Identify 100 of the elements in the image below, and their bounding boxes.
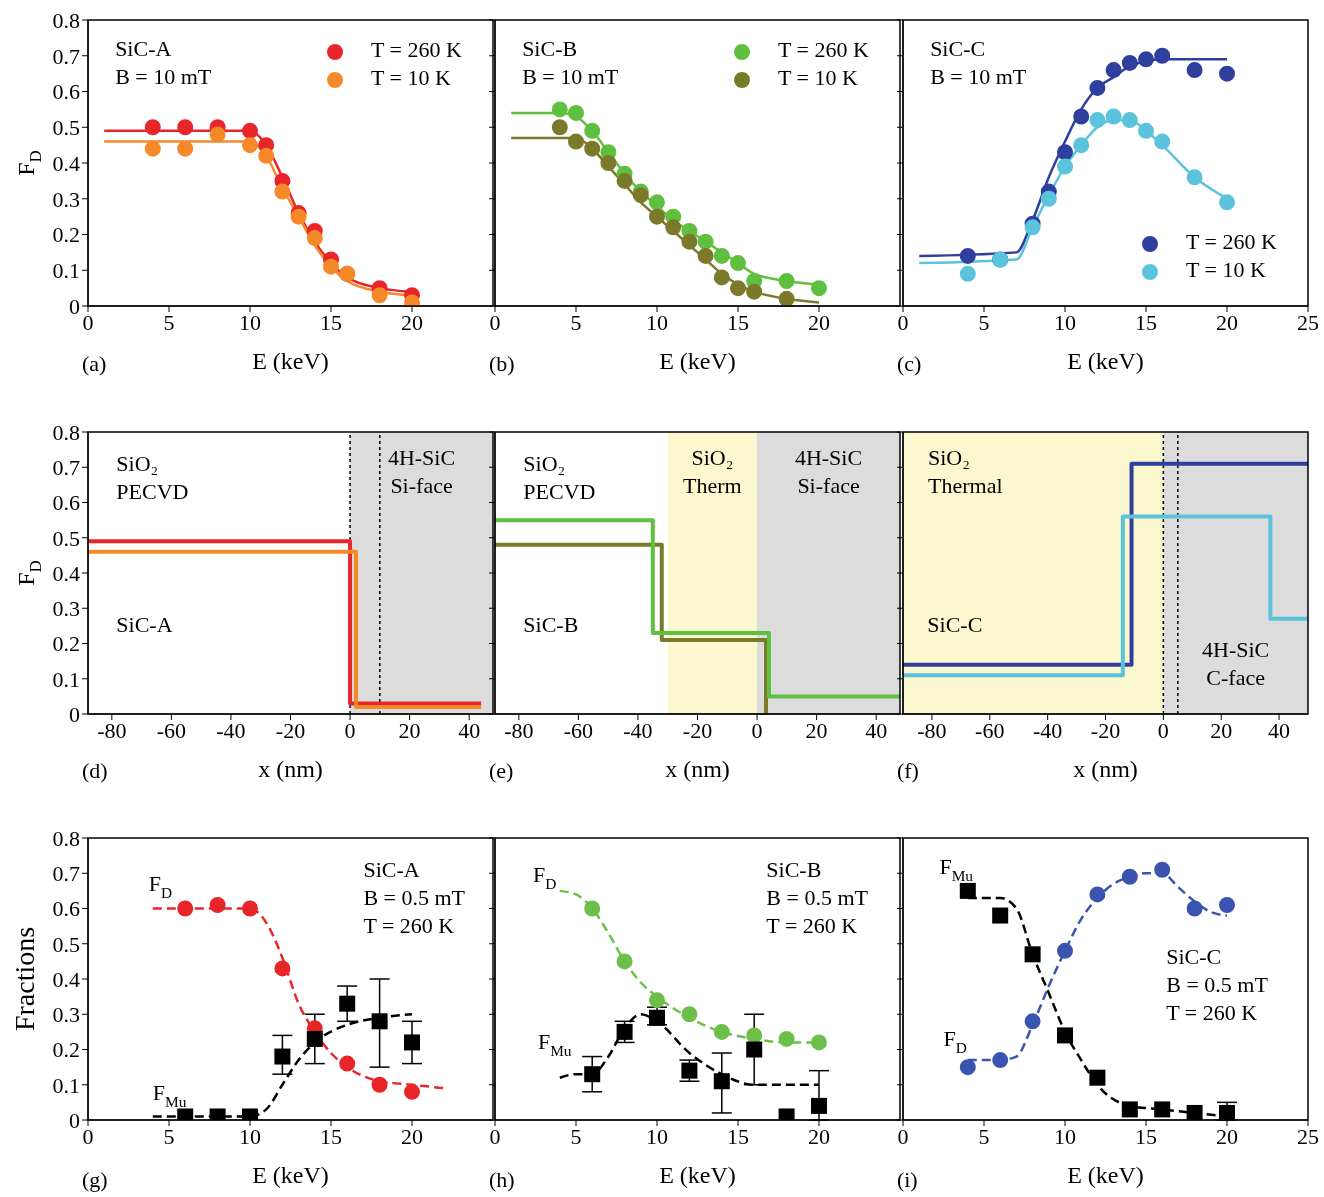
point	[730, 255, 746, 272]
annotation: SiC-B B = 0.5 mT T = 260 K	[766, 856, 869, 938]
x-tick-label: -80	[97, 717, 127, 743]
x-tick-label: 0	[489, 309, 501, 335]
y-tick-label: 0.4	[52, 560, 80, 586]
y-tick-label: 0.7	[52, 455, 80, 481]
x-tick-label: 0	[344, 717, 356, 743]
point	[1089, 886, 1106, 903]
point	[404, 1083, 420, 1100]
point	[274, 960, 291, 977]
point	[1154, 861, 1171, 878]
point	[258, 147, 275, 164]
point	[1219, 194, 1235, 211]
x-tick-label: 15	[727, 309, 749, 335]
point	[713, 1023, 730, 1040]
y-tick-label: 0.5	[52, 115, 80, 141]
y-tick-label: 0.6	[52, 490, 80, 516]
x-tick-label: 15	[727, 1123, 749, 1149]
point	[959, 265, 976, 282]
point	[959, 247, 976, 264]
x-tick-label: -80	[917, 717, 947, 743]
point	[404, 1034, 420, 1051]
point	[144, 119, 161, 136]
point	[1024, 219, 1041, 236]
series-label: F$_{D}$	[148, 870, 173, 901]
y-tick-label: 0.2	[52, 222, 80, 248]
point	[177, 119, 194, 136]
annotation: SiC-A B = 0.5 mT T = 260 K	[363, 856, 466, 938]
annotation: SiO₂ PECVD	[116, 450, 189, 504]
x-tick-label: 15	[320, 1123, 342, 1149]
y-tick-label: 0.1	[52, 666, 80, 692]
point	[242, 900, 258, 917]
x-tick-label: 15	[1135, 1123, 1157, 1149]
legend-label: T = 10 K	[778, 65, 858, 91]
point	[177, 140, 194, 157]
point	[177, 900, 194, 917]
point	[649, 194, 665, 211]
series-label: F$_{D}$	[943, 1026, 967, 1057]
y-tick-label: 0.5	[52, 931, 80, 957]
point	[778, 272, 795, 289]
x-tick-label: 15	[320, 309, 342, 335]
point	[584, 1066, 601, 1083]
y-tick-label: 0.4	[52, 966, 80, 992]
point	[992, 907, 1009, 924]
series-label: F$_{Mu}$	[939, 854, 974, 885]
band-label: 4H-SiC Si-face	[387, 445, 456, 499]
x-tick-label: 25	[1297, 309, 1319, 335]
legend-label: T = 10 K	[371, 65, 451, 91]
point	[371, 1076, 388, 1093]
point	[697, 233, 714, 250]
line-series	[151, 1013, 414, 1118]
x-axis-title: E (keV)	[1067, 1161, 1144, 1188]
point	[323, 258, 339, 275]
x-tick-label: -60	[975, 717, 1005, 743]
x-tick-label: 0	[489, 1123, 501, 1149]
point	[713, 269, 730, 286]
point	[1121, 112, 1138, 129]
legend-label: T = 260 K	[1186, 229, 1277, 255]
y-tick-label: 0.2	[52, 1037, 80, 1063]
point	[778, 290, 795, 306]
x-tick-label: 0	[1157, 717, 1169, 743]
x-tick-label: 10	[239, 1123, 261, 1149]
annotation: SiC-B	[523, 611, 579, 637]
annotation: SiC-C B = 0.5 mT T = 260 K	[1166, 944, 1269, 1026]
legend-label: T = 260 K	[778, 37, 869, 63]
x-tick-label: 20	[1216, 1123, 1238, 1149]
point	[1154, 1101, 1171, 1118]
point	[209, 896, 226, 913]
point	[1138, 51, 1154, 68]
point	[1089, 1069, 1106, 1086]
point	[144, 140, 161, 157]
y-tick-label: 0.5	[52, 525, 80, 551]
point	[600, 155, 617, 171]
text: (i)	[896, 1167, 918, 1193]
x-tick-label: 5	[163, 309, 175, 335]
text: (b)	[488, 351, 515, 377]
text: (f)	[896, 758, 919, 784]
x-tick-label: 20	[805, 717, 828, 743]
point	[568, 104, 584, 121]
band-label: 4H-SiC C-face	[1202, 637, 1270, 691]
point	[339, 995, 356, 1012]
point	[1057, 158, 1073, 175]
text: (g)	[81, 1167, 108, 1193]
point	[306, 1030, 323, 1047]
point	[1219, 896, 1235, 913]
x-tick-label: 0	[897, 1123, 909, 1149]
point	[274, 183, 291, 200]
x-tick-label: -40	[216, 717, 246, 743]
x-tick-label: 20	[1216, 309, 1238, 335]
y-tick-label: 0	[69, 293, 80, 319]
x-tick-label: -80	[504, 717, 534, 743]
x-tick-label: -60	[563, 717, 594, 743]
x-tick-label: -40	[1032, 717, 1063, 743]
point	[1073, 108, 1090, 125]
x-tick-label: 5	[978, 309, 990, 335]
point	[632, 187, 649, 204]
y-tick-label: 0.3	[52, 596, 80, 622]
x-tick-label: 10	[239, 309, 261, 335]
point	[713, 247, 730, 264]
annotation: SiC-C B = 10 mT	[930, 36, 1027, 90]
